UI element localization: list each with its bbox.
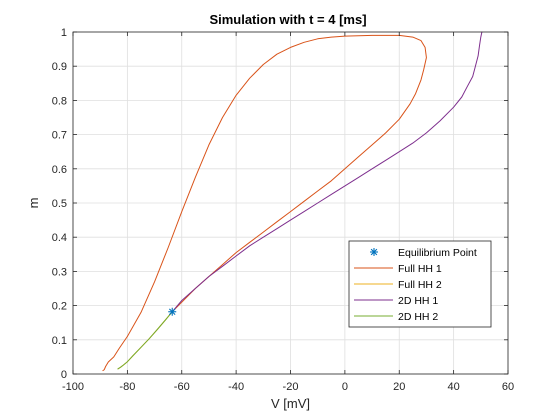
y-tick-label: 0.6: [52, 164, 67, 176]
legend-swatch-equilibrium: [370, 248, 378, 256]
series-layer: [102, 31, 483, 372]
x-tick-label: -100: [62, 381, 84, 393]
y-tick-label: 0.2: [52, 301, 67, 313]
legend-label: 2D HH 1: [398, 295, 438, 307]
x-tick-label: -20: [283, 381, 299, 393]
x-tick-label: -60: [174, 381, 190, 393]
x-tick-label: 60: [502, 381, 514, 393]
x-tick-label: -80: [119, 381, 135, 393]
y-axis-label: m: [26, 198, 41, 209]
legend-label: 2D HH 2: [398, 311, 438, 323]
chart-title: Simulation with t = 4 [ms]: [209, 12, 366, 27]
legend-label: Equilibrium Point: [398, 247, 477, 259]
x-axis-label: V [mV]: [271, 396, 310, 411]
y-tick-label: 0.3: [52, 266, 67, 278]
y-tick-label: 0.9: [52, 61, 67, 73]
y-tick-label: 1: [61, 27, 67, 39]
y-tick-label: 0.1: [52, 335, 67, 347]
equilibrium-point-marker: [168, 307, 177, 316]
y-tick-label: 0.5: [52, 198, 67, 210]
y-tick-label: 0.8: [52, 95, 67, 107]
series-line-full-hh-1: [102, 34, 427, 372]
series-line-2d-hh-1: [171, 31, 483, 313]
legend: Equilibrium Point Full HH 1 Full HH 2 2D HH…: [348, 240, 492, 328]
y-tick-label: 0: [61, 369, 67, 381]
axis-ticks: -100 -80 -60 -40 -20 0 20 40 60 0 0.1 0.2 0.3 0.4 0.5 0…: [52, 27, 514, 393]
marker-layer: [168, 307, 177, 316]
x-tick-label: -40: [228, 381, 244, 393]
x-tick-label: 0: [342, 381, 348, 393]
y-tick-label: 0.4: [52, 232, 67, 244]
x-tick-label: 20: [393, 381, 405, 393]
legend-label: Full HH 2: [398, 279, 442, 291]
series-line-2d-hh-2: [117, 311, 173, 370]
y-tick-label: 0.7: [52, 130, 67, 142]
legend-label: Full HH 1: [398, 263, 442, 275]
series-line-full-hh-2: [117, 311, 173, 370]
x-tick-label: 40: [448, 381, 460, 393]
